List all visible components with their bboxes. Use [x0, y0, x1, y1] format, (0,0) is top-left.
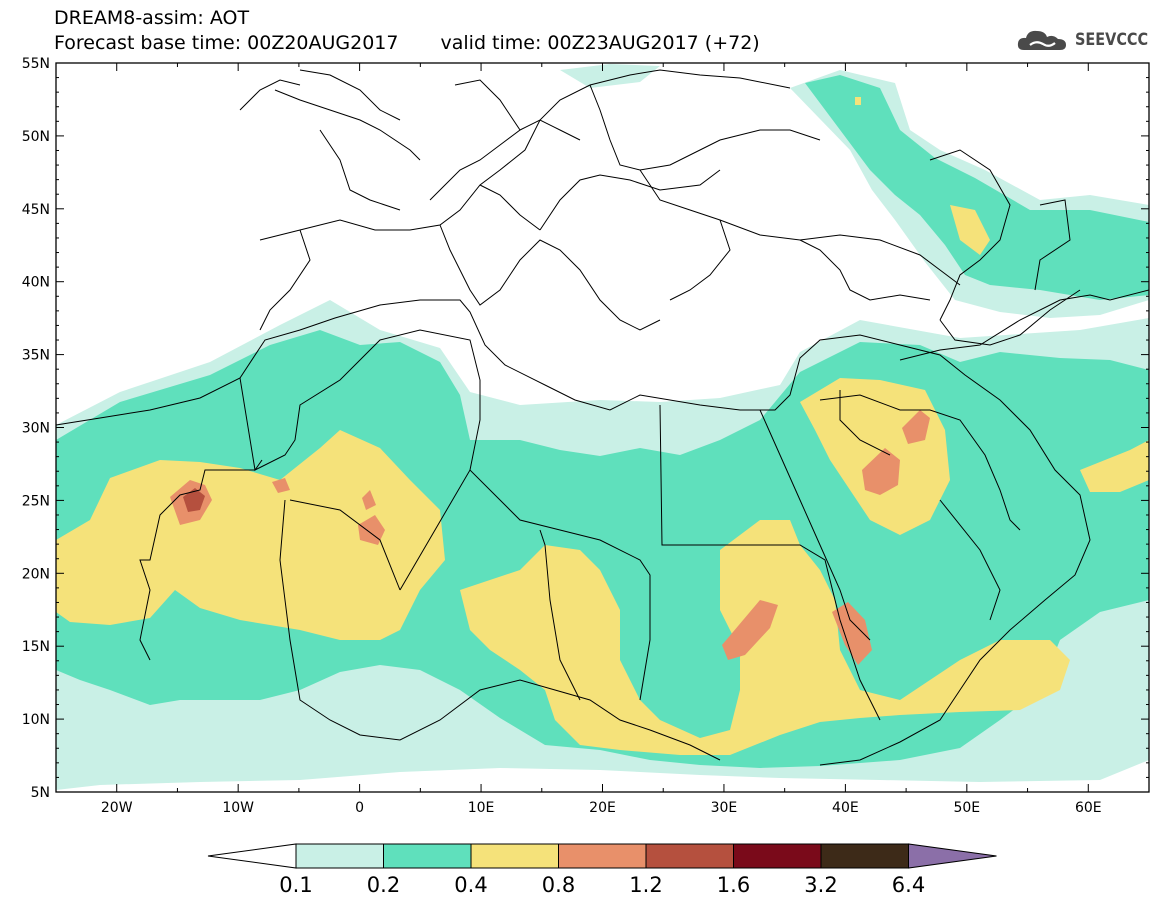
colorbar-labels: 0.1 0.2 0.4 0.8 1.2 1.6 3.2 6.4: [279, 873, 925, 897]
colorbar-swatch: [558, 843, 647, 869]
lat-tick-label: 55N: [22, 56, 50, 72]
lat-tick-label: 20N: [22, 566, 50, 582]
lat-tick-label: 15N: [22, 639, 50, 655]
colorbar-label: 6.4: [892, 873, 925, 897]
lat-tick-label: 35N: [22, 348, 50, 364]
colorbar-label: 0.4: [454, 873, 487, 897]
longitude-labels: 20W 10W 0 10E 20E 30E 40E 50E 60E: [101, 800, 1102, 816]
latitude-labels: 55N 50N 45N 40N 35N 30N 25N 20N 15N 10N 5N: [22, 56, 50, 801]
axis-ticks: [55, 62, 1150, 793]
colorbar-label: 0.8: [542, 873, 575, 897]
lat-tick-label: 40N: [22, 275, 50, 291]
colorbar-swatch: [383, 843, 472, 869]
aot-colorbar: [207, 843, 997, 869]
lat-tick-label: 10N: [22, 712, 50, 728]
lat-tick-label: 45N: [22, 202, 50, 218]
map-title: DREAM8-assim: AOT: [54, 7, 250, 29]
lat-tick-label: 30N: [22, 421, 50, 437]
colorbar-label: 3.2: [804, 873, 837, 897]
colorbar-swatch: [645, 843, 734, 869]
colorbar-swatch: [295, 843, 384, 869]
country-borders: [56, 69, 1149, 766]
colorbar-label: 0.1: [279, 873, 312, 897]
valid-time-label: valid time: 00Z23AUG2017 (+72): [440, 32, 760, 54]
lon-tick-label: 10W: [222, 800, 254, 816]
cloud-icon: [1017, 30, 1066, 50]
lat-tick-label: 25N: [22, 493, 50, 509]
aot-contour-fields: [56, 64, 1149, 790]
lon-tick-label: 60E: [1075, 800, 1102, 816]
colorbar-swatch: [820, 843, 909, 869]
base-time-label: Forecast base time: 00Z20AUG2017: [54, 32, 399, 54]
colorbar-high-arrow: [908, 843, 997, 869]
forecast-time-line: Forecast base time: 00Z20AUG2017 valid ti…: [54, 32, 760, 54]
lon-tick-label: 10E: [468, 800, 495, 816]
colorbar-swatch: [733, 843, 822, 869]
lon-tick-label: 20E: [589, 800, 616, 816]
logo-wordmark: SEEVCCC: [1075, 30, 1149, 50]
lon-tick-label: 50E: [953, 800, 980, 816]
lon-tick-label: 40E: [832, 800, 859, 816]
lat-tick-label: 50N: [22, 129, 50, 145]
colorbar-label: 0.2: [367, 873, 400, 897]
seevccc-logo: SEEVCCC: [1016, 26, 1161, 54]
colorbar-label: 1.6: [717, 873, 750, 897]
colorbar-label: 1.2: [629, 873, 662, 897]
lat-tick-label: 5N: [31, 785, 50, 801]
colorbar-swatch: [470, 843, 559, 869]
lon-tick-label: 30E: [711, 800, 738, 816]
lon-tick-label: 20W: [101, 800, 133, 816]
colorbar-low-arrow: [207, 843, 297, 869]
lon-tick-label: 0: [355, 800, 364, 816]
